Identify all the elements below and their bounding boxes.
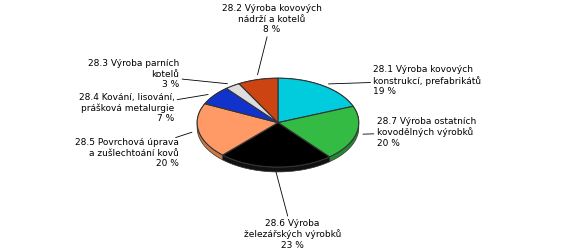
Polygon shape — [239, 78, 278, 123]
Text: 28.7 Výroba ostatních
kovodělných výrobků
20 %: 28.7 Výroba ostatních kovodělných výrobk… — [363, 117, 476, 148]
Polygon shape — [226, 84, 239, 93]
Text: 28.6 Výroba
železářských výrobků
23 %: 28.6 Výroba železářských výrobků 23 % — [244, 172, 341, 249]
Polygon shape — [278, 106, 359, 157]
Text: 28.2 Výroba kovových
nádrží a kotelů
8 %: 28.2 Výroba kovových nádrží a kotelů 8 % — [222, 4, 321, 75]
Polygon shape — [197, 104, 278, 155]
Polygon shape — [197, 104, 223, 160]
Polygon shape — [278, 78, 353, 111]
Polygon shape — [239, 78, 278, 89]
Text: 28.3 Výroba parních
kotelů
3 %: 28.3 Výroba parních kotelů 3 % — [88, 59, 227, 89]
Polygon shape — [329, 106, 359, 162]
Polygon shape — [278, 78, 353, 123]
Polygon shape — [205, 88, 226, 109]
Polygon shape — [223, 155, 329, 172]
Text: 28.4 Kování, lisování,
prášková metalurgie
7 %: 28.4 Kování, lisování, prášková metalurg… — [78, 93, 208, 123]
Polygon shape — [223, 123, 329, 167]
Text: 28.5 Povrchová úprava
a zušlechtoání kovů
20 %: 28.5 Povrchová úprava a zušlechtoání kov… — [76, 132, 192, 168]
Polygon shape — [205, 88, 278, 123]
Polygon shape — [226, 84, 278, 123]
Text: 28.1 Výroba kovových
konstrukcí, prefabrikátů
19 %: 28.1 Výroba kovových konstrukcí, prefabr… — [328, 65, 482, 96]
